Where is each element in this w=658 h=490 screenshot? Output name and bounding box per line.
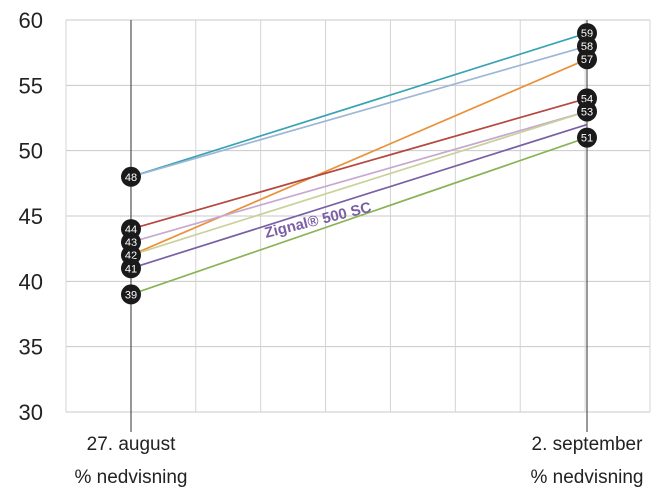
x-tick-sublabel: % nedvisning [530,467,643,488]
data-label: 51 [581,133,593,145]
series-line [130,136,588,296]
grid [65,19,651,413]
data-label: 39 [125,289,137,301]
data-point [121,258,141,279]
series-line [130,58,588,256]
y-tick-label: 40 [19,269,43,294]
y-tick-label: 60 [19,8,43,33]
data-label: 53 [581,106,593,118]
series-line [130,123,588,270]
y-tick-label: 55 [19,73,43,98]
data-label: 41 [125,263,137,275]
data-point [577,127,597,148]
series-line [130,45,588,178]
series-line [130,110,588,257]
data-point [121,166,141,187]
data-label: 48 [125,172,137,184]
y-tick-label: 35 [19,335,43,360]
series-line [130,32,588,178]
y-tick-label: 45 [19,204,43,229]
series-annotation: Zignal® 500 SC [263,199,373,242]
series-line [130,110,588,243]
y-tick-label: 30 [19,400,43,425]
y-tick-label: 50 [19,139,43,164]
x-axis-labels: 27. august % nedvisning 2. september % nedv… [74,434,643,488]
data-label: 57 [581,54,593,66]
x-tick-label: 27. august [87,434,176,455]
series-lines [130,32,588,296]
y-axis-ticks: 30 35 40 45 50 55 60 [19,8,43,425]
x-tick-sublabel: % nedvisning [74,467,187,488]
data-point [577,101,597,122]
series-line [130,97,588,230]
x-tick-label: 2. september [532,434,644,455]
data-point [121,284,141,305]
data-point [577,49,597,70]
